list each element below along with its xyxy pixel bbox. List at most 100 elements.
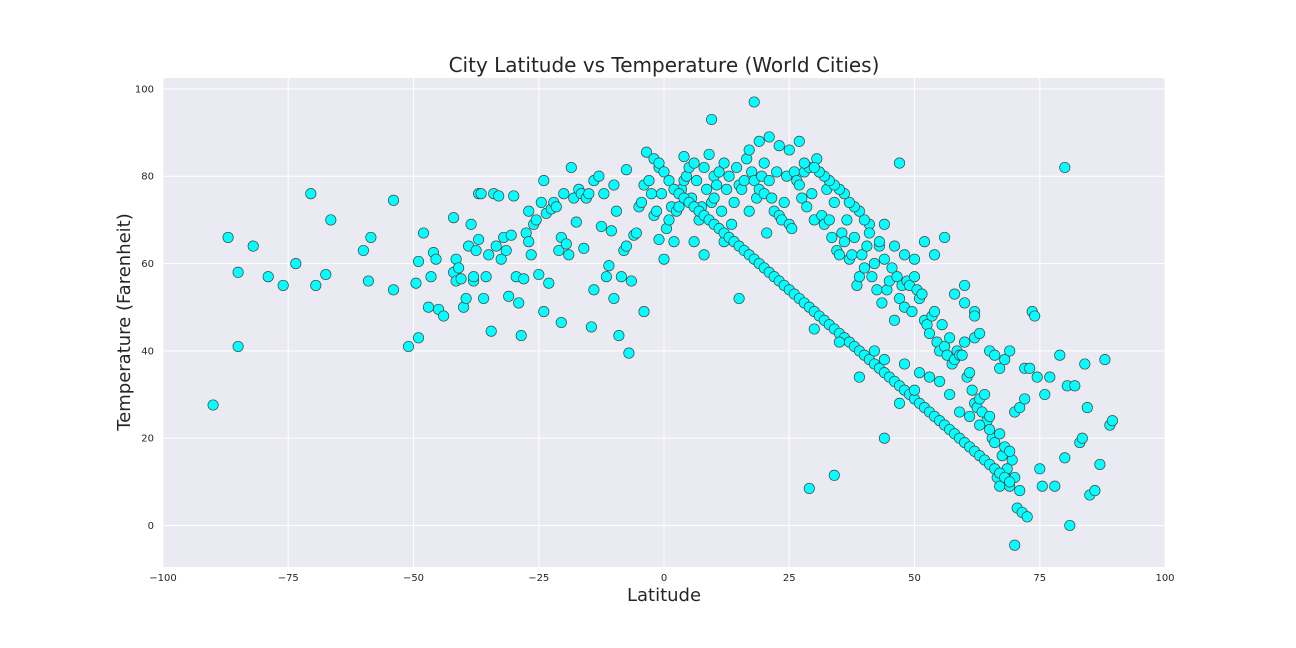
data-point bbox=[974, 327, 986, 339]
data-point bbox=[565, 161, 577, 174]
data-point bbox=[570, 216, 582, 228]
data-point bbox=[974, 419, 986, 431]
data-point bbox=[856, 249, 868, 261]
data-point bbox=[638, 306, 650, 318]
data-point bbox=[706, 113, 718, 126]
data-point bbox=[550, 201, 562, 213]
y-tick-label: 20 bbox=[141, 434, 154, 445]
data-point bbox=[761, 227, 773, 239]
data-point bbox=[1019, 393, 1031, 405]
data-point bbox=[630, 227, 642, 239]
data-point bbox=[873, 236, 885, 248]
data-point bbox=[613, 330, 625, 342]
data-point bbox=[473, 233, 485, 246]
x-tick-label: −25 bbox=[528, 573, 549, 584]
y-tick-label: 80 bbox=[141, 172, 154, 183]
data-point bbox=[863, 227, 875, 239]
data-point bbox=[1069, 380, 1081, 392]
data-point bbox=[928, 306, 941, 318]
data-point bbox=[543, 277, 555, 289]
x-tick-labels: −100 −75 −50 −25 0 25 50 75 100 bbox=[149, 573, 1174, 584]
data-point bbox=[305, 188, 317, 200]
data-point bbox=[898, 358, 911, 370]
data-point bbox=[994, 362, 1006, 374]
data-point bbox=[262, 271, 274, 283]
data-point bbox=[620, 164, 632, 176]
data-point bbox=[1049, 480, 1061, 492]
data-point bbox=[1009, 539, 1021, 551]
data-point bbox=[615, 271, 627, 283]
data-point bbox=[560, 238, 572, 250]
data-point bbox=[663, 214, 675, 226]
data-point bbox=[728, 196, 740, 208]
data-point bbox=[538, 306, 550, 318]
data-point bbox=[448, 212, 460, 224]
data-point bbox=[743, 205, 755, 217]
data-point bbox=[593, 170, 605, 182]
chart-title: City Latitude vs Temperature (World Citi… bbox=[449, 53, 880, 77]
data-point bbox=[518, 273, 530, 285]
data-point bbox=[1089, 485, 1101, 497]
data-point bbox=[410, 277, 422, 289]
data-point bbox=[871, 284, 883, 296]
data-point bbox=[585, 321, 597, 333]
data-point bbox=[468, 271, 480, 283]
data-point bbox=[320, 268, 332, 281]
data-point bbox=[923, 327, 936, 339]
data-point bbox=[798, 157, 810, 169]
data-point bbox=[934, 375, 946, 387]
data-point bbox=[826, 231, 838, 243]
data-point bbox=[1059, 452, 1071, 464]
data-point bbox=[959, 336, 971, 348]
data-point bbox=[954, 406, 966, 418]
x-tick-label: 75 bbox=[1033, 573, 1046, 584]
data-point bbox=[478, 292, 490, 305]
data-point bbox=[923, 371, 936, 383]
data-point bbox=[723, 170, 735, 182]
data-point bbox=[422, 301, 435, 313]
data-point bbox=[916, 288, 928, 300]
data-point bbox=[793, 135, 805, 147]
data-point bbox=[806, 188, 818, 200]
data-point bbox=[1004, 345, 1016, 357]
data-point bbox=[708, 192, 720, 204]
x-tick-label: −50 bbox=[403, 573, 424, 584]
data-point bbox=[387, 194, 400, 206]
data-point bbox=[232, 340, 244, 353]
data-point bbox=[480, 271, 492, 283]
data-point bbox=[555, 316, 567, 329]
data-point bbox=[495, 253, 507, 265]
x-tick-label: −75 bbox=[278, 573, 299, 584]
data-point bbox=[878, 253, 890, 265]
data-point bbox=[888, 240, 901, 252]
data-point bbox=[678, 151, 690, 163]
data-point bbox=[711, 179, 723, 191]
data-point bbox=[828, 469, 840, 481]
data-point bbox=[493, 190, 505, 202]
data-point bbox=[553, 244, 565, 257]
data-point bbox=[658, 253, 670, 265]
data-point bbox=[783, 144, 795, 156]
data-point bbox=[841, 214, 853, 226]
data-point bbox=[956, 349, 968, 361]
data-point bbox=[402, 340, 415, 353]
data-point bbox=[470, 244, 482, 257]
data-point bbox=[1004, 445, 1016, 457]
data-point bbox=[964, 367, 976, 379]
data-point bbox=[833, 249, 845, 261]
data-point bbox=[716, 205, 728, 217]
data-point bbox=[853, 271, 865, 283]
data-point bbox=[485, 325, 497, 337]
x-tick-label: 100 bbox=[1155, 573, 1174, 584]
data-point bbox=[939, 231, 951, 243]
data-point bbox=[653, 157, 665, 169]
data-point bbox=[944, 332, 956, 344]
data-point bbox=[786, 223, 798, 235]
data-point bbox=[888, 314, 901, 326]
data-point bbox=[688, 236, 700, 248]
data-point bbox=[1031, 371, 1043, 383]
data-point bbox=[365, 231, 377, 243]
data-point bbox=[608, 179, 620, 191]
data-point bbox=[758, 157, 770, 169]
data-point bbox=[828, 196, 840, 208]
